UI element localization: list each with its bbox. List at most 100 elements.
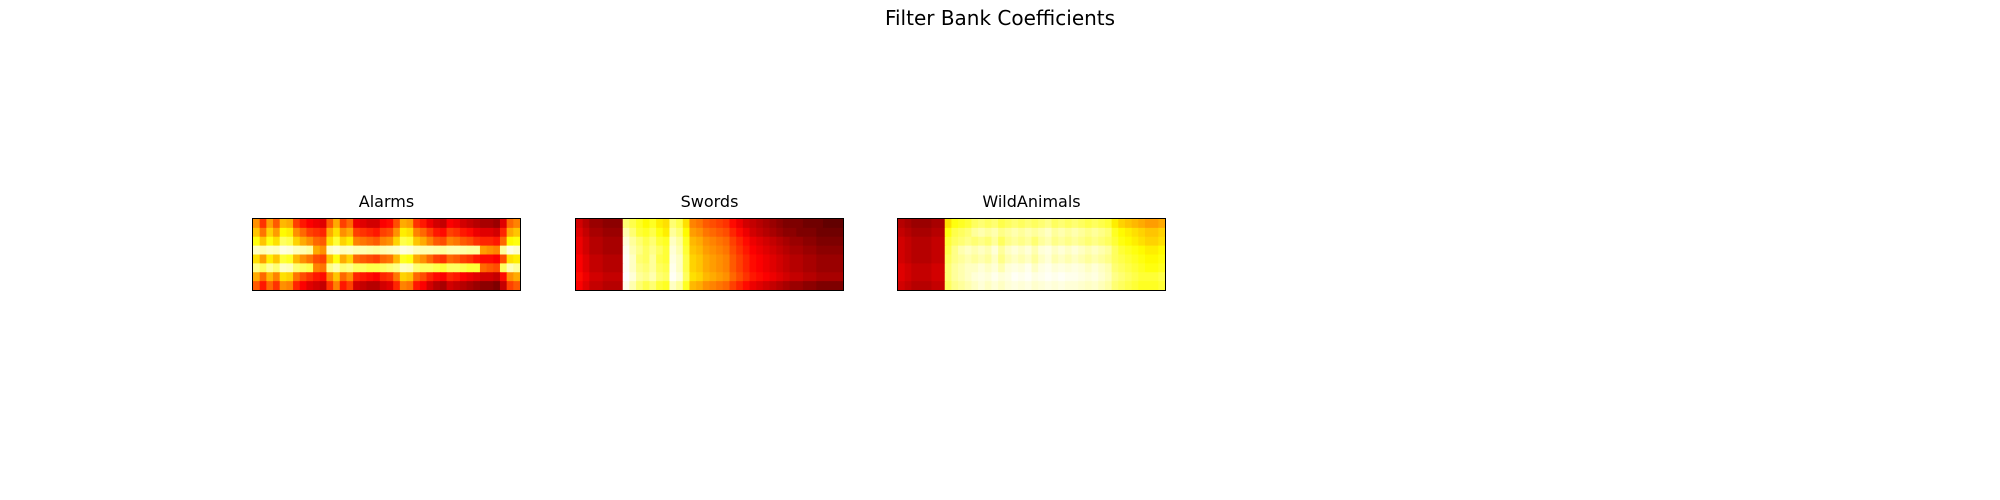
heatmap-cell-swords-r4-c17 bbox=[689, 254, 697, 264]
heatmap-cell-swords-r0-c1 bbox=[582, 219, 590, 229]
heatmap-cell-wildanimals-r6-c10 bbox=[964, 272, 973, 282]
heatmap-cell-alarms-r2-c29 bbox=[446, 236, 454, 247]
heatmap-cell-wildanimals-r5-c28 bbox=[1084, 263, 1093, 273]
heatmap-cell-wildanimals-r5-c35 bbox=[1131, 263, 1139, 273]
heatmap-cell-wildanimals-r7-c11 bbox=[971, 281, 979, 290]
heatmap-cell-alarms-r7-c14 bbox=[346, 281, 354, 290]
heatmap-cell-alarms-r3-c15 bbox=[353, 245, 361, 256]
heatmap-cell-alarms-r7-c38 bbox=[506, 281, 514, 290]
heatmap-cell-swords-r0-c3 bbox=[596, 219, 604, 229]
heatmap-cell-alarms-r0-c20 bbox=[386, 219, 394, 229]
heatmap-cell-alarms-r1-c22 bbox=[399, 227, 408, 238]
heatmap-cell-alarms-r6-c28 bbox=[439, 272, 448, 282]
heatmap-cell-swords-r4-c5 bbox=[609, 254, 617, 264]
heatmap-cell-swords-r6-c28 bbox=[762, 272, 771, 282]
heatmap-cell-swords-r1-c7 bbox=[622, 227, 630, 238]
heatmap-cell-swords-r7-c24 bbox=[736, 281, 744, 290]
heatmap-cell-alarms-r7-c39 bbox=[513, 281, 520, 290]
heatmap-cell-swords-r5-c27 bbox=[756, 263, 764, 273]
heatmap-cell-alarms-r2-c27 bbox=[433, 236, 441, 247]
heatmap-cell-alarms-r4-c17 bbox=[366, 254, 374, 264]
heatmap-cell-swords-r4-c36 bbox=[816, 254, 824, 264]
heatmap-cell-wildanimals-r6-c36 bbox=[1138, 272, 1146, 282]
heatmap-cell-alarms-r3-c11 bbox=[326, 245, 334, 256]
heatmap-cell-swords-r5-c10 bbox=[642, 263, 651, 273]
heatmap-cell-swords-r2-c26 bbox=[749, 236, 757, 247]
heatmap-svg-swords bbox=[576, 219, 843, 290]
heatmap-cell-wildanimals-r2-c18 bbox=[1018, 236, 1026, 247]
heatmap-cell-alarms-r4-c36 bbox=[493, 254, 501, 264]
heatmap-cell-swords-r0-c12 bbox=[656, 219, 664, 229]
heatmap-cell-wildanimals-r5-c4 bbox=[924, 263, 932, 273]
heatmap-cell-alarms-r7-c5 bbox=[286, 281, 294, 290]
heatmap-cell-swords-r2-c4 bbox=[602, 236, 610, 247]
heatmap-cell-alarms-r6-c31 bbox=[459, 272, 468, 282]
heatmap-cell-alarms-r3-c16 bbox=[359, 245, 368, 256]
heatmap-panel-wildanimals: WildAnimals bbox=[897, 192, 1166, 291]
heatmap-cell-alarms-r3-c23 bbox=[406, 245, 414, 256]
heatmap-cell-swords-r1-c2 bbox=[589, 227, 597, 238]
heatmap-cell-swords-r1-c15 bbox=[676, 227, 684, 238]
heatmap-cell-alarms-r4-c10 bbox=[319, 254, 328, 264]
heatmap-cell-swords-r3-c24 bbox=[736, 245, 744, 256]
heatmap-cell-swords-r7-c29 bbox=[769, 281, 777, 290]
heatmap-cell-wildanimals-r0-c4 bbox=[924, 219, 932, 229]
heatmap-cell-wildanimals-r4-c27 bbox=[1078, 254, 1086, 264]
heatmap-cell-wildanimals-r2-c9 bbox=[958, 236, 966, 247]
heatmap-cell-alarms-r6-c5 bbox=[286, 272, 294, 282]
heatmap-cell-alarms-r7-c23 bbox=[406, 281, 414, 290]
heatmap-cell-alarms-r5-c34 bbox=[479, 263, 488, 273]
heatmap-cell-swords-r5-c23 bbox=[729, 263, 737, 273]
heatmap-cell-alarms-r1-c20 bbox=[386, 227, 394, 238]
heatmap-cell-alarms-r4-c12 bbox=[333, 254, 341, 264]
heatmap-cell-alarms-r1-c14 bbox=[346, 227, 354, 238]
heatmap-cell-alarms-r6-c6 bbox=[293, 272, 301, 282]
heatmap-cell-wildanimals-r6-c0 bbox=[898, 272, 906, 282]
heatmap-cell-swords-r5-c3 bbox=[596, 263, 604, 273]
heatmap-cell-alarms-r5-c16 bbox=[359, 263, 368, 273]
heatmap-cell-wildanimals-r2-c36 bbox=[1138, 236, 1146, 247]
heatmap-cell-alarms-r7-c11 bbox=[326, 281, 334, 290]
heatmap-cell-alarms-r5-c24 bbox=[413, 263, 421, 273]
heatmap-cell-alarms-r6-c9 bbox=[313, 272, 321, 282]
heatmap-cell-wildanimals-r7-c39 bbox=[1158, 281, 1165, 290]
heatmap-cell-swords-r7-c26 bbox=[749, 281, 757, 290]
heatmap-cell-alarms-r4-c31 bbox=[459, 254, 468, 264]
heatmap-cell-wildanimals-r0-c2 bbox=[911, 219, 919, 229]
heatmap-cell-wildanimals-r0-c18 bbox=[1018, 219, 1026, 229]
heatmap-cell-wildanimals-r4-c13 bbox=[984, 254, 993, 264]
heatmap-cell-swords-r6-c6 bbox=[616, 272, 624, 282]
heatmap-cell-swords-r0-c30 bbox=[776, 219, 784, 229]
heatmap-cell-alarms-r1-c9 bbox=[313, 227, 321, 238]
heatmap-cell-alarms-r5-c21 bbox=[393, 263, 401, 273]
heatmap-cell-alarms-r5-c27 bbox=[433, 263, 441, 273]
heatmap-cell-swords-r1-c5 bbox=[609, 227, 617, 238]
heatmap-cell-swords-r6-c34 bbox=[802, 272, 811, 282]
heatmap-cell-alarms-r6-c10 bbox=[319, 272, 328, 282]
heatmap-cell-alarms-r7-c24 bbox=[413, 281, 421, 290]
heatmap-cell-swords-r3-c34 bbox=[802, 245, 811, 256]
heatmap-cell-wildanimals-r1-c25 bbox=[1064, 227, 1073, 238]
heatmap-cell-alarms-r5-c11 bbox=[326, 263, 334, 273]
heatmap-cell-wildanimals-r6-c20 bbox=[1031, 272, 1039, 282]
heatmap-cell-swords-r2-c20 bbox=[709, 236, 717, 247]
heatmap-cell-wildanimals-r1-c8 bbox=[951, 227, 959, 238]
heatmap-cell-swords-r2-c14 bbox=[669, 236, 677, 247]
heatmap-cell-swords-r5-c31 bbox=[782, 263, 791, 273]
heatmap-cell-alarms-r2-c3 bbox=[273, 236, 281, 247]
heatmap-cell-wildanimals-r3-c32 bbox=[1111, 245, 1119, 256]
heatmap-cell-alarms-r0-c25 bbox=[419, 219, 428, 229]
heatmap-cell-wildanimals-r6-c15 bbox=[998, 272, 1006, 282]
heatmap-cell-alarms-r0-c1 bbox=[259, 219, 267, 229]
heatmap-cell-alarms-r1-c25 bbox=[419, 227, 428, 238]
heatmap-cell-wildanimals-r7-c3 bbox=[918, 281, 926, 290]
heatmap-cell-alarms-r2-c12 bbox=[333, 236, 341, 247]
heatmap-cell-swords-r5-c8 bbox=[629, 263, 637, 273]
heatmap-cell-wildanimals-r2-c35 bbox=[1131, 236, 1139, 247]
heatmap-cell-wildanimals-r1-c30 bbox=[1098, 227, 1106, 238]
heatmap-cell-wildanimals-r7-c25 bbox=[1064, 281, 1073, 290]
heatmap-cell-wildanimals-r0-c15 bbox=[998, 219, 1006, 229]
heatmap-cell-wildanimals-r2-c2 bbox=[911, 236, 919, 247]
heatmap-cell-alarms-r1-c12 bbox=[333, 227, 341, 238]
heatmap-cell-alarms-r3-c7 bbox=[299, 245, 307, 256]
